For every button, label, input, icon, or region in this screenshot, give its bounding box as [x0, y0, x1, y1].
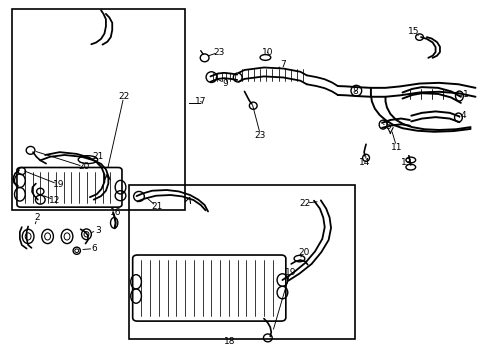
Text: 22: 22: [118, 91, 129, 100]
Text: 18: 18: [224, 337, 235, 346]
Text: 9: 9: [222, 79, 227, 88]
Text: 10: 10: [262, 48, 273, 57]
Text: 14: 14: [358, 158, 369, 167]
Text: 8: 8: [352, 87, 358, 96]
Text: 4: 4: [460, 111, 465, 120]
Text: 23: 23: [254, 131, 265, 140]
Text: 23: 23: [213, 48, 224, 57]
Text: 6: 6: [92, 244, 98, 253]
Text: 15: 15: [407, 27, 419, 36]
Text: 1: 1: [462, 90, 468, 99]
Text: 22: 22: [299, 199, 310, 208]
Text: 7: 7: [280, 60, 285, 69]
Bar: [12, 9, 184, 210]
Text: 20: 20: [298, 248, 309, 257]
Text: 13: 13: [400, 158, 411, 167]
Text: 17: 17: [195, 97, 206, 106]
Text: 5: 5: [384, 122, 390, 131]
Text: 19: 19: [52, 180, 64, 189]
Text: 19: 19: [284, 268, 295, 277]
Text: 21: 21: [151, 202, 163, 211]
Bar: [128, 185, 354, 339]
Text: 16: 16: [110, 208, 121, 217]
Text: 21: 21: [92, 152, 103, 161]
Text: 11: 11: [390, 143, 402, 152]
Text: 3: 3: [95, 225, 101, 234]
Text: 12: 12: [49, 195, 61, 204]
Text: 20: 20: [78, 162, 90, 171]
Text: 2: 2: [35, 213, 40, 222]
